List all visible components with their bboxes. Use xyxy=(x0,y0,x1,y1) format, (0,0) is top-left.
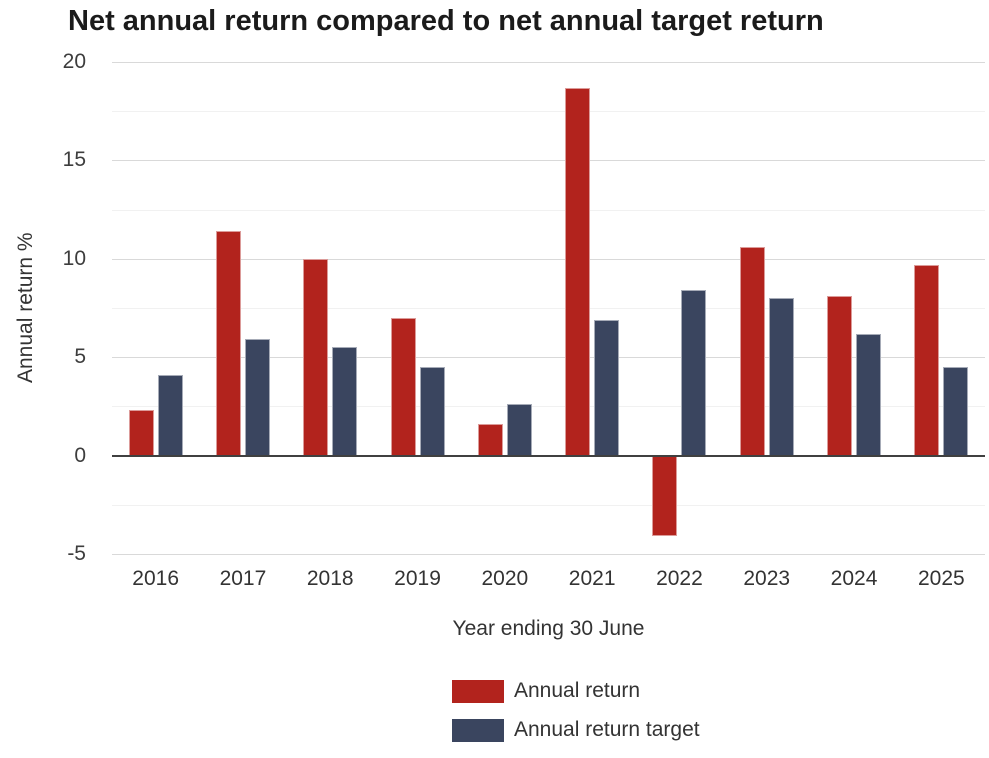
chart-title: Net annual return compared to net annual… xyxy=(68,5,824,37)
bar-annual-return-target-2021 xyxy=(594,319,620,456)
y-tick-label: -5 xyxy=(67,542,86,565)
x-tick-label-2023: 2023 xyxy=(743,567,791,590)
x-tick-label-2025: 2025 xyxy=(917,567,965,590)
x-axis-title: Year ending 30 June xyxy=(452,617,645,640)
bar-annual-return-target-2020 xyxy=(506,404,532,456)
gridline xyxy=(112,504,985,506)
bar-annual-return-target-2018 xyxy=(332,347,358,456)
x-tick-label-2022: 2022 xyxy=(656,567,703,590)
legend-swatch-annual-return-target xyxy=(452,718,504,742)
bar-annual-return-2022 xyxy=(652,455,678,537)
y-tick-label: 5 xyxy=(74,345,86,369)
bar-annual-return-target-2017 xyxy=(244,339,270,456)
legend-item-annual-return: Annual return xyxy=(452,679,700,703)
bar-annual-return-target-2025 xyxy=(943,367,969,456)
bar-annual-return-2016 xyxy=(128,410,154,456)
x-axis-tick-labels: 2016 2017 2018 2019 2020 2021 2022 2023 2024 2025 xyxy=(112,566,985,592)
bar-annual-return-2019 xyxy=(390,317,416,456)
legend: Annual return Annual return target xyxy=(452,679,700,757)
gridline xyxy=(112,406,985,408)
x-tick-label-2018: 2018 xyxy=(306,567,354,590)
gridline xyxy=(112,258,985,260)
x-tick-label-2020: 2020 xyxy=(481,567,529,590)
gridline xyxy=(112,111,985,113)
plot-area xyxy=(112,62,985,555)
zero-axis-line xyxy=(112,454,985,457)
bar-annual-return-target-2023 xyxy=(768,298,794,456)
legend-item-annual-return-target: Annual return target xyxy=(452,718,700,742)
x-tick-label-2016: 2016 xyxy=(132,567,179,590)
y-tick-label: 0 xyxy=(74,443,86,467)
legend-swatch-annual-return xyxy=(452,679,504,703)
gridline xyxy=(112,62,985,63)
legend-label-annual-return-target: Annual return target xyxy=(514,718,700,741)
gridline xyxy=(112,308,985,309)
bar-annual-return-target-2016 xyxy=(157,374,183,456)
gridline xyxy=(112,357,985,359)
legend-label-annual-return: Annual return xyxy=(514,679,641,702)
bar-annual-return-2018 xyxy=(303,258,329,456)
bar-annual-return-2024 xyxy=(827,296,853,456)
bar-annual-return-2017 xyxy=(215,231,241,456)
y-axis-tick-labels: -5 0 5 10 15 20 xyxy=(0,50,99,565)
y-tick-label: 20 xyxy=(62,50,86,73)
x-tick-label-2019: 2019 xyxy=(394,567,441,590)
bar-annual-return-target-2022 xyxy=(681,290,707,456)
x-tick-label-2017: 2017 xyxy=(219,567,267,590)
gridline xyxy=(112,209,985,211)
gridline xyxy=(112,160,985,162)
y-tick-label: 10 xyxy=(62,246,86,270)
x-tick-label-2024: 2024 xyxy=(830,567,878,590)
gridline xyxy=(112,554,985,555)
x-tick-label-2021: 2021 xyxy=(568,567,616,590)
bar-annual-return-2025 xyxy=(914,264,940,456)
bar-annual-return-2023 xyxy=(739,246,765,456)
bar-annual-return-target-2024 xyxy=(856,333,882,456)
y-tick-label: 15 xyxy=(62,148,86,172)
bar-annual-return-2021 xyxy=(565,87,591,456)
bar-annual-return-target-2019 xyxy=(419,367,445,456)
bar-annual-return-2020 xyxy=(477,424,503,456)
